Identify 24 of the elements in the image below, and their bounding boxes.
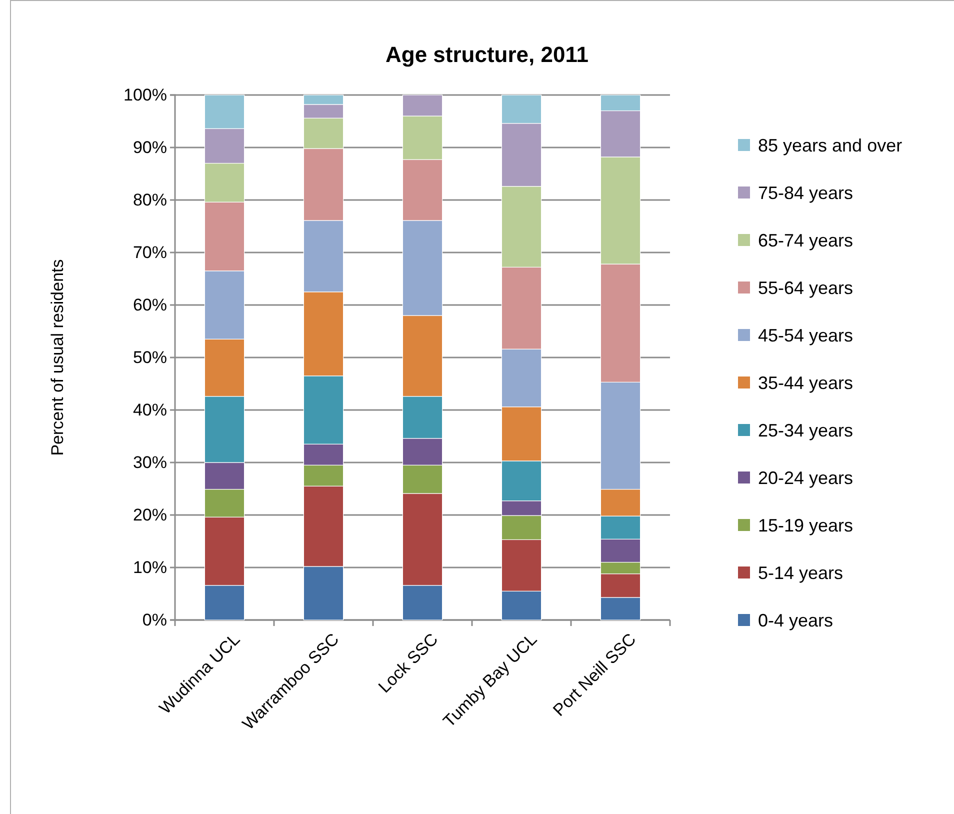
legend-label: 25-34 years [758,420,854,440]
legend-label: 85 years and over [758,135,902,156]
legend-label: 55-64 years [758,278,854,298]
y-tick-label: 30% [132,452,167,472]
y-tick-label: 0% [142,610,167,630]
y-tick-label: 40% [132,400,167,420]
y-tick-label: 90% [132,138,167,157]
y-tick-label: 70% [132,242,167,262]
y-tick-label: 100% [124,85,167,104]
legend-label: 5-14 years [758,562,844,583]
legend-label: 0-4 years [758,610,834,630]
y-tick-label: 60% [132,295,167,314]
legend-label: 75-84 years [758,182,854,203]
legend-label: 15-19 years [758,515,854,536]
legend-label: 35-44 years [758,372,854,393]
chart-title: Age structure, 2011 [386,42,588,67]
y-tick-label: 80% [132,190,167,210]
y-tick-label: 20% [132,505,167,524]
y-tick-label: 10% [132,558,167,577]
legend-label: 65-74 years [758,230,854,250]
legend-label: 45-54 years [758,325,854,346]
y-tick-label: 50% [132,348,167,367]
legend-label: 20-24 years [758,468,854,488]
y-axis-title: Percent of usual residents [48,259,67,456]
